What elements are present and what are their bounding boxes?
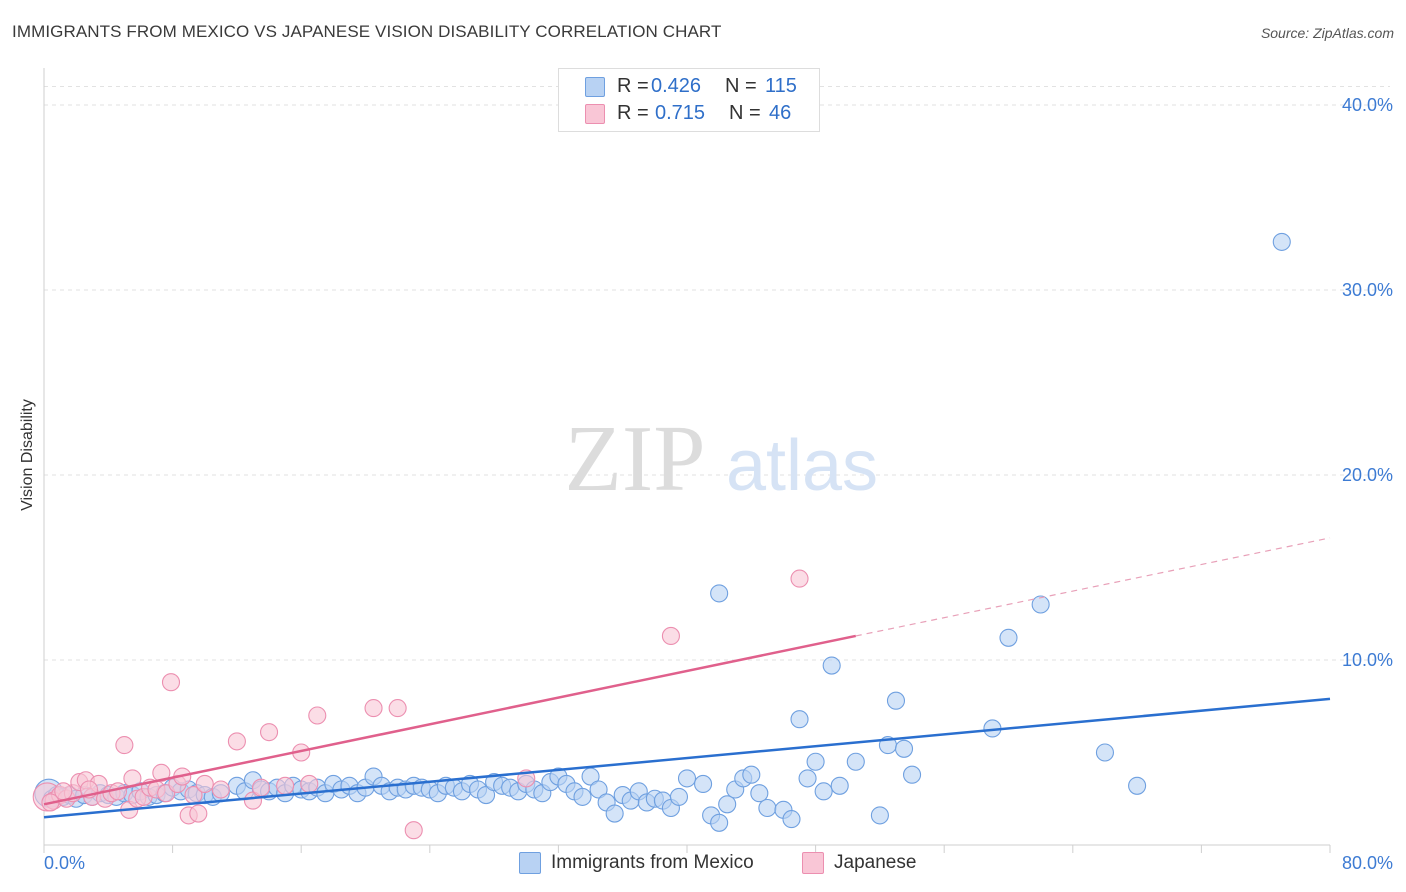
mexico-point — [1128, 776, 1147, 795]
x-tick-label-min: 0.0% — [44, 853, 85, 873]
watermark-atlas: atlas — [726, 426, 878, 506]
y-tick-label: 20.0% — [1342, 465, 1393, 485]
mexico-point — [846, 752, 865, 771]
mexico-point — [677, 769, 697, 788]
mexico-point — [750, 784, 769, 803]
mexico-point — [806, 752, 825, 771]
mexico-point — [573, 787, 592, 806]
trend-lines — [43, 537, 1331, 819]
mexico-point — [822, 656, 841, 675]
mexico-point — [589, 780, 608, 799]
mexico-point — [886, 691, 906, 710]
legend-r-label: R = — [617, 75, 649, 97]
mexico-point — [669, 787, 689, 806]
japanese-point — [227, 732, 246, 751]
mexico-point — [814, 782, 833, 801]
mexico-point — [718, 795, 737, 814]
mexico-point — [902, 765, 922, 784]
trend-line-japanese — [43, 634, 857, 806]
japanese-point — [276, 776, 295, 795]
mexico-point — [790, 710, 809, 729]
japanese-point — [404, 821, 423, 840]
series-legend-swatch-japanese — [802, 852, 824, 874]
mexico-point — [710, 813, 729, 832]
series-japanese-points — [32, 569, 809, 840]
mexico-point — [605, 804, 624, 823]
japanese-point — [251, 778, 271, 797]
japanese-point — [308, 706, 327, 725]
trend-line-japanese-extension — [855, 537, 1331, 637]
y-tick-label: 30.0% — [1342, 280, 1393, 300]
series-legend-mexico: Immigrants from Mexico — [519, 852, 754, 874]
mexico-point — [830, 776, 849, 795]
series-mexico-points — [34, 232, 1291, 832]
correlation-legend: R = 0.426 N = 115 R = 0.715 N = 46 — [558, 68, 820, 132]
grid-lines — [44, 86, 1390, 661]
mexico-point — [798, 769, 817, 788]
japanese-point — [300, 774, 319, 794]
axes — [43, 68, 1331, 853]
legend-n-label: N = — [729, 102, 761, 124]
japanese-point — [115, 736, 134, 755]
legend-swatch-japanese — [585, 104, 605, 124]
japanese-point — [243, 791, 263, 810]
mexico-point — [694, 774, 713, 794]
trend-line-mexico — [43, 697, 1331, 819]
legend-n-value: 46 — [769, 102, 792, 124]
x-tick-label-max: 80.0% — [1342, 853, 1393, 873]
mexico-point — [870, 806, 889, 825]
tick-labels: 10.0% 20.0% 30.0% 40.0% 0.0% 80.0% — [44, 95, 1393, 873]
legend-r-label: R = — [617, 102, 649, 124]
mexico-point — [999, 628, 1018, 647]
mexico-point — [477, 785, 496, 805]
y-tick-label: 40.0% — [1342, 95, 1393, 115]
series-legend-swatch-mexico — [519, 852, 541, 874]
chart-title: IMMIGRANTS FROM MEXICO VS JAPANESE VISIO… — [12, 22, 722, 41]
japanese-point — [211, 780, 230, 799]
y-tick-label: 10.0% — [1342, 650, 1393, 670]
mexico-point — [894, 739, 914, 758]
japanese-point — [161, 673, 181, 692]
japanese-point — [195, 774, 214, 794]
legend-r-value: 0.426 — [651, 75, 702, 97]
mexico-point — [1272, 232, 1291, 251]
series-legend-japanese: Japanese — [802, 852, 916, 874]
legend-n-value: 115 — [765, 75, 797, 97]
source-label: Source: ZipAtlas.com — [1260, 25, 1394, 41]
legend-swatch-mexico — [585, 77, 605, 97]
watermark-zip: ZIP — [565, 407, 706, 511]
legend-n-label: N = — [725, 75, 757, 97]
mexico-point — [742, 765, 761, 784]
japanese-point — [259, 723, 279, 742]
japanese-point — [388, 699, 407, 718]
mexico-point — [1095, 743, 1114, 762]
japanese-point — [54, 782, 73, 801]
japanese-point — [152, 763, 171, 782]
legend-r-value: 0.715 — [655, 102, 706, 124]
japanese-point — [661, 626, 680, 646]
mexico-point — [710, 584, 729, 603]
mexico-point — [782, 810, 801, 829]
japanese-point — [790, 569, 809, 588]
japanese-point — [364, 699, 383, 718]
series-legend-label-mexico: Immigrants from Mexico — [551, 852, 754, 873]
mexico-point — [758, 798, 777, 818]
japanese-point — [189, 804, 208, 823]
series-legend-label-japanese: Japanese — [834, 852, 917, 873]
mexico-point — [1031, 595, 1050, 614]
